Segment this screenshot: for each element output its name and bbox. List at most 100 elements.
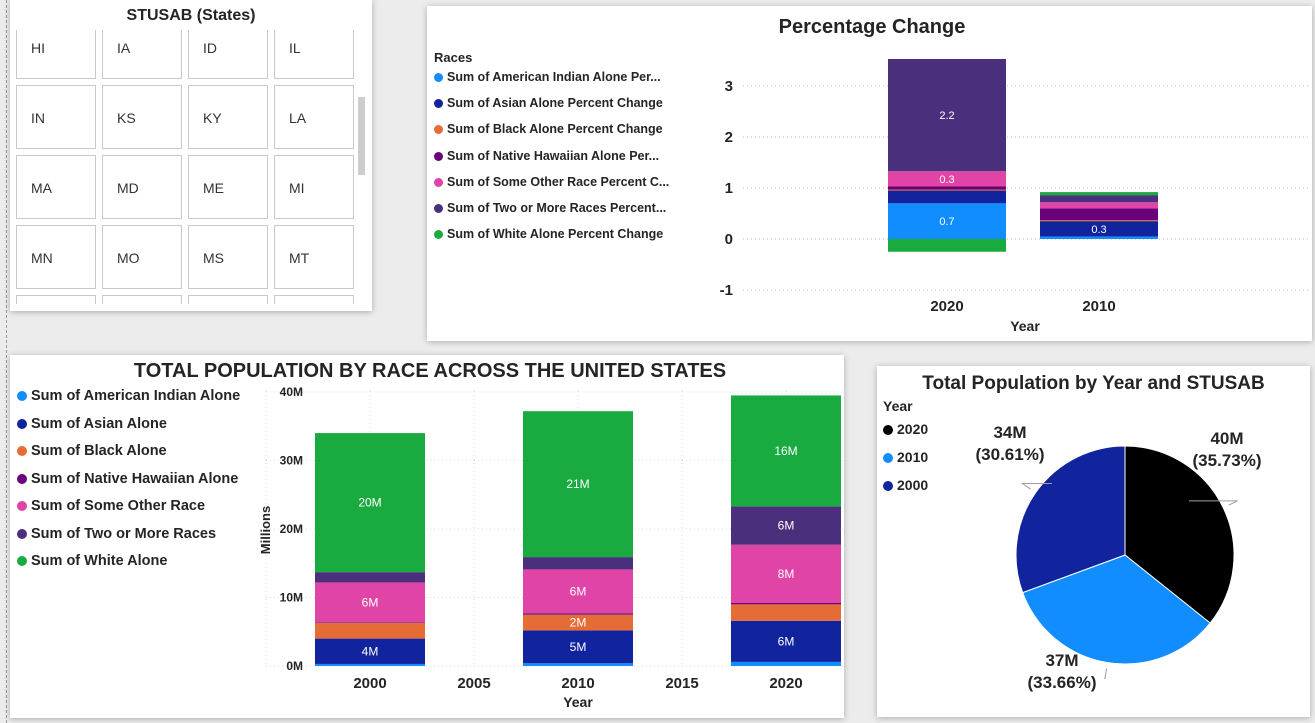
y-tick-label: -1 xyxy=(720,282,733,299)
legend-item[interactable]: Sum of Black Alone Percent Change xyxy=(434,122,663,136)
legend-item[interactable]: Sum of Two or More Races Percent... xyxy=(434,201,666,215)
legend-item[interactable]: Sum of American Indian Alone xyxy=(17,388,240,404)
y-tick-label: 40M xyxy=(280,385,303,399)
legend-label: Sum of American Indian Alone xyxy=(31,388,241,404)
bar-segment-2020-sum-of-white-alone xyxy=(731,395,841,507)
legend-item[interactable]: Sum of Native Hawaiian Alone xyxy=(17,471,238,487)
state-tile-mt[interactable]: MT xyxy=(274,225,354,289)
data-label: 4M xyxy=(362,644,379,658)
state-tile-id[interactable]: ID xyxy=(188,30,268,79)
legend-marker xyxy=(17,446,27,456)
legend-item[interactable]: 2000 xyxy=(883,477,928,493)
legend-item[interactable]: Sum of American Indian Alone Per... xyxy=(434,70,661,84)
total-population-chart: 0M 10M 20M 30M 40M Millions 4M 6M 20M 5M 2M 6M 21M 6M… xyxy=(258,385,844,710)
bar-segment-2020-sum-of-american-indian-alone-per xyxy=(888,203,1006,239)
pie-leader-line xyxy=(1189,500,1238,506)
legend-marker xyxy=(17,556,27,566)
population-pie-visual[interactable]: Total Population by Year and STUSAB Year… xyxy=(877,366,1310,717)
x-tick-label: 2010 xyxy=(561,675,594,692)
legend-label: Sum of White Alone xyxy=(31,553,168,569)
states-slicer[interactable]: STUSAB (States) HI IA ID IL IN KS KY LA MA MD ME MI… xyxy=(10,0,372,311)
state-tile-ma[interactable]: MA xyxy=(16,155,96,219)
bar-segment-2020-sum-of-some-other-race-percent-c xyxy=(888,171,1006,187)
legend-item[interactable]: Sum of Asian Alone Percent Change xyxy=(434,96,663,110)
state-tile[interactable] xyxy=(274,295,354,304)
state-tile-ks[interactable]: KS xyxy=(102,85,182,149)
bar-segment-2010-sum-of-american-indian-alone xyxy=(523,663,633,666)
bar-segment-2020-sum-of-some-other-race xyxy=(731,544,841,603)
slicer-title: STUSAB (States) xyxy=(126,7,256,24)
legend-marker xyxy=(434,230,443,240)
state-tile-me[interactable]: ME xyxy=(188,155,268,219)
state-tile[interactable] xyxy=(102,295,182,304)
legend-label: Sum of Two or More Races Percent... xyxy=(447,201,667,215)
legend-item[interactable]: Sum of White Alone xyxy=(17,553,167,569)
pie-value-label: 34M xyxy=(993,423,1026,442)
legend-marker xyxy=(434,151,443,161)
legend-marker xyxy=(17,528,27,539)
bar-segment-2020-sum-of-native-hawaiian-alone xyxy=(731,602,841,605)
legend-item[interactable]: Sum of Native Hawaiian Alone Per... xyxy=(434,149,659,163)
total-population-visual[interactable]: TOTAL POPULATION BY RACE ACROSS THE UNIT… xyxy=(10,355,844,718)
state-tile[interactable] xyxy=(16,295,96,304)
state-tile-in[interactable]: IN xyxy=(16,85,96,149)
y-tick-label: 1 xyxy=(725,180,733,197)
legend-marker xyxy=(883,453,893,463)
state-tile[interactable] xyxy=(188,295,268,304)
legend-label: Sum of Native Hawaiian Alone Per... xyxy=(447,148,660,163)
data-label: 6M xyxy=(778,519,795,533)
legend-item[interactable]: Sum of Black Alone xyxy=(17,443,167,459)
slicer-scrollbar[interactable] xyxy=(358,97,365,175)
data-label: 16M xyxy=(774,444,797,458)
state-tile-mi[interactable]: MI xyxy=(274,155,354,219)
legend-item[interactable]: Sum of White Alone Percent Change xyxy=(434,227,663,241)
data-label: 5M xyxy=(570,640,587,654)
pie-chart: 40M (35.73%) 37M (33.66%) 34M (30.61%) xyxy=(976,423,1262,692)
percentage-change-visual[interactable]: Percentage Change Races Sum of American … xyxy=(427,6,1312,341)
pie-leader-line xyxy=(1020,482,1052,490)
data-label: 6M xyxy=(570,584,587,598)
y-tick-label: 2 xyxy=(725,129,733,146)
data-label: 0.7 xyxy=(939,216,954,228)
bar-segment-2010-sum-of-two-or-more-races-percent xyxy=(1040,195,1158,203)
y-axis-title: Millions xyxy=(258,506,273,554)
state-tile-hi[interactable]: HI xyxy=(16,30,96,79)
legend-item[interactable]: 2010 xyxy=(883,449,928,465)
legend-label: 2010 xyxy=(897,449,929,465)
legend-marker xyxy=(434,73,443,82)
legend-item[interactable]: 2020 xyxy=(883,421,928,437)
bar-segment-2020-sum-of-two-or-more-races-percent xyxy=(888,58,1006,172)
state-tile-md[interactable]: MD xyxy=(102,155,182,219)
bar-segment-2000-sum-of-native-hawaiian-alone xyxy=(315,622,425,623)
state-tile-la[interactable]: LA xyxy=(274,85,354,149)
legend-label: 2020 xyxy=(897,421,929,437)
state-tile-mo[interactable]: MO xyxy=(102,225,182,289)
state-tile-ia[interactable]: IA xyxy=(102,30,182,79)
legend-label: 2000 xyxy=(897,477,929,493)
data-label: 20M xyxy=(358,496,381,510)
data-label: 6M xyxy=(778,634,795,648)
pie-leader-line xyxy=(1104,668,1108,679)
legend-marker xyxy=(883,481,893,491)
bar-segment-2000-sum-of-american-indian-alone xyxy=(315,663,425,666)
state-tile-mn[interactable]: MN xyxy=(16,225,96,289)
bar-segment-2020-sum-of-black-alone-percent-change xyxy=(888,189,1006,191)
bar-segment-2010-sum-of-asian-alone-percent-change xyxy=(1040,221,1158,237)
legend-marker xyxy=(17,418,27,429)
legend-item[interactable]: Sum of Two or More Races xyxy=(17,526,216,542)
x-tick-label: 2005 xyxy=(457,675,490,692)
legend-item[interactable]: Sum of Some Other Race xyxy=(17,498,205,514)
legend-label: Sum of Some Other Race Percent C... xyxy=(447,174,670,189)
bar-segment-2020-sum-of-two-or-more-races xyxy=(731,506,841,545)
legend-item[interactable]: Sum of Some Other Race Percent C... xyxy=(434,175,669,189)
legend-label: Sum of Black Alone xyxy=(31,443,167,459)
canvas-edge-guide xyxy=(6,0,7,723)
legend-label: Sum of Native Hawaiian Alone xyxy=(31,470,239,487)
state-tile-il[interactable]: IL xyxy=(274,30,354,79)
legend-item[interactable]: Sum of Asian Alone xyxy=(17,416,167,432)
state-tile-ky[interactable]: KY xyxy=(188,85,268,149)
pie-value-label: 37M xyxy=(1045,651,1078,670)
state-tile-ms[interactable]: MS xyxy=(188,225,268,289)
data-label: 2.2 xyxy=(939,110,954,122)
data-label: 6M xyxy=(362,595,379,609)
